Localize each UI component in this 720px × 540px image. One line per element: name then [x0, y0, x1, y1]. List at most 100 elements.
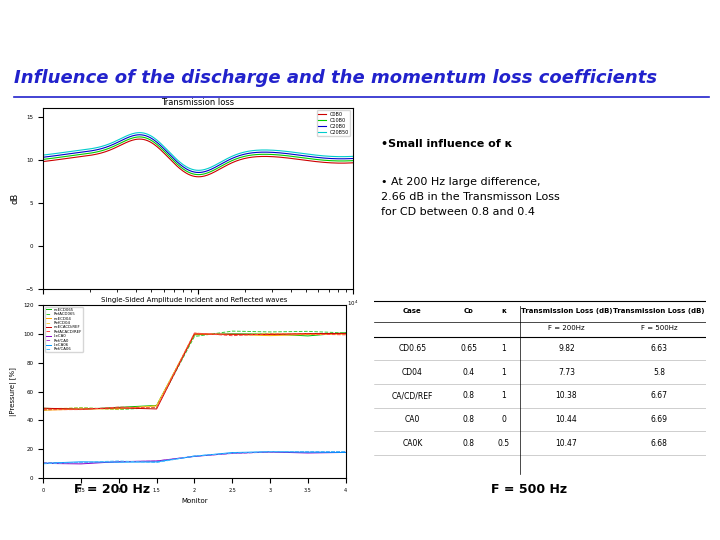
Line: C10B0: C10B0 [43, 137, 353, 174]
I-eCA0 [190, 453, 199, 460]
ncECACD/REF [266, 331, 274, 338]
Text: Transmission Loss (dB): Transmission Loss (dB) [521, 308, 612, 314]
Text: CA0: CA0 [405, 415, 420, 424]
I-eCA0 [228, 450, 236, 456]
ncECD065 [228, 330, 236, 337]
C20B0 [302, 153, 310, 159]
C10B0 [135, 134, 144, 140]
I-eCA0 [114, 458, 123, 465]
RefACD065 [39, 407, 48, 413]
C20B50 [302, 151, 310, 157]
C20B0 [225, 157, 234, 163]
Ref/CA06 [303, 448, 312, 455]
I-eCA06 [266, 449, 274, 455]
C20B50 [322, 153, 330, 159]
Text: 1: 1 [501, 392, 506, 400]
ncECD065 [266, 330, 274, 337]
C10B0 [39, 156, 48, 163]
Line: Ref/CA06: Ref/CA06 [43, 451, 346, 464]
ncECD04 [303, 331, 312, 338]
Text: 6.63: 6.63 [651, 344, 667, 353]
C10B0 [194, 171, 203, 178]
Line: I-eCA0: I-eCA0 [43, 452, 346, 464]
C20B0 [224, 157, 233, 163]
Ref/CA0 [228, 450, 236, 457]
Ref/CA06 [228, 450, 236, 456]
RefCD04 [39, 406, 48, 412]
C0B0 [224, 161, 233, 167]
Line: C0B0: C0B0 [43, 139, 353, 177]
ncECD065 [303, 333, 312, 339]
Line: ncECACD/REF: ncECACD/REF [43, 333, 346, 409]
Line: C20B0: C20B0 [43, 135, 353, 172]
Legend: C0B0, C10B0, C20B0, C20B50: C0B0, C10B0, C20B0, C20B50 [317, 111, 351, 136]
I-eCA06 [76, 458, 86, 465]
Text: 10.47: 10.47 [556, 438, 577, 448]
Title: Transmission loss: Transmission loss [161, 98, 235, 107]
ncECD04 [190, 331, 199, 338]
Text: CD04: CD04 [402, 368, 423, 377]
Text: Influence of the discharge and the momentum loss coefficients: Influence of the discharge and the momen… [14, 69, 657, 87]
RefACD065 [266, 329, 274, 335]
ncECACD/REF [228, 331, 236, 338]
C20B0 [135, 132, 144, 138]
C20B0 [230, 154, 239, 160]
I-eCA06 [228, 449, 236, 456]
Line: Ref/CA0: Ref/CA0 [43, 451, 346, 463]
ncECD065 [76, 406, 86, 413]
Ref/CA0 [114, 458, 123, 465]
C0B0 [302, 157, 310, 164]
ncECD04 [341, 331, 350, 338]
Line: RefCD04: RefCD04 [43, 333, 346, 409]
Line: ncECD065: ncECD065 [43, 333, 346, 409]
C20B0 [348, 156, 357, 162]
Text: 5.8: 5.8 [653, 368, 665, 377]
Y-axis label: dB: dB [11, 193, 19, 204]
I-eCA0 [303, 450, 312, 456]
RefCD04 [190, 330, 199, 336]
ncECD065 [153, 402, 161, 409]
C10B0 [230, 156, 239, 163]
RefCD04 [114, 406, 123, 413]
Line: RefACACD/REF: RefACACD/REF [43, 333, 346, 410]
ncECD04 [266, 333, 274, 339]
RefCD04 [341, 330, 350, 337]
RefCD04 [76, 404, 86, 411]
Ref/CA0 [341, 448, 350, 455]
C20B0 [39, 154, 48, 160]
Text: Chalmers University of Technology: Chalmers University of Technology [489, 21, 706, 33]
RefACACD/REF [190, 330, 199, 336]
Text: F = 200 Hz: F = 200 Hz [73, 483, 150, 496]
ncECD04 [76, 406, 86, 413]
I-eCA0 [76, 461, 86, 467]
Text: 9.82: 9.82 [558, 344, 575, 353]
Ref/CA06 [114, 458, 123, 464]
C10B0 [224, 159, 233, 165]
Text: Transmission Loss (dB): Transmission Loss (dB) [613, 308, 705, 314]
Ref/CA06 [341, 448, 350, 455]
RefACD065 [190, 333, 199, 340]
Text: 6.69: 6.69 [651, 415, 667, 424]
I-eCA06 [153, 458, 161, 465]
Title: Single-Sided Amplitude Incident and Reflected waves: Single-Sided Amplitude Incident and Refl… [102, 298, 287, 303]
ncECD04 [153, 403, 161, 409]
RefACD065 [341, 330, 350, 336]
C10B0 [322, 157, 330, 164]
I-eCA0 [341, 449, 350, 456]
I-eCA0 [39, 460, 48, 467]
I-eCA0 [153, 458, 161, 464]
C0B0 [39, 158, 48, 165]
C10B0 [302, 155, 310, 161]
ncECD065 [190, 332, 199, 338]
C10B0 [348, 158, 357, 164]
Ref/CA06 [266, 448, 274, 455]
RefACACD/REF [39, 407, 48, 413]
Text: 10.44: 10.44 [556, 415, 577, 424]
Text: Turbomachinery & Aero-Acoustics Group: Turbomachinery & Aero-Acoustics Group [170, 511, 550, 530]
C0B0 [348, 159, 357, 166]
Ref/CA06 [39, 461, 48, 467]
Text: CA0K: CA0K [402, 438, 423, 448]
RefCD04 [303, 330, 312, 337]
Text: 0: 0 [501, 415, 506, 424]
RefACACD/REF [114, 404, 123, 410]
